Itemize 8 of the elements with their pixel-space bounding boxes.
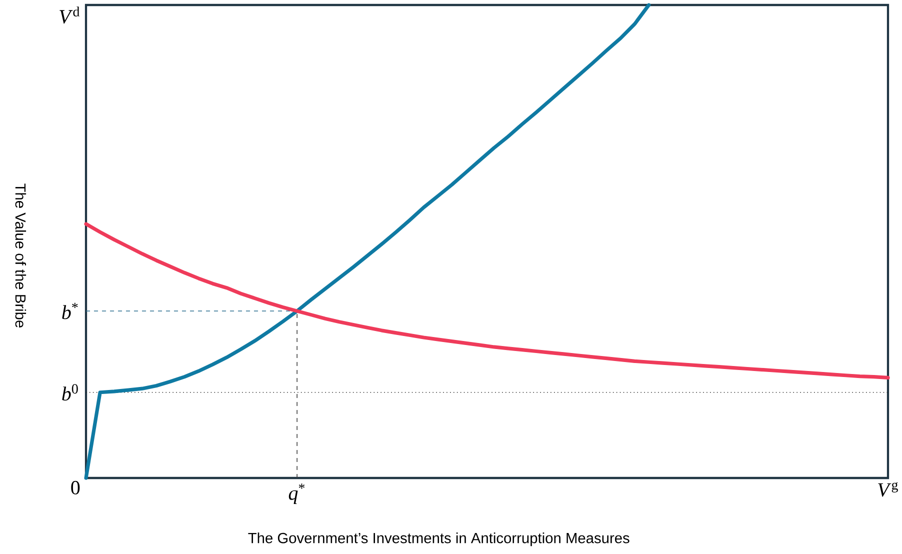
ref-line-label: b$^{*}$ xyxy=(62,302,78,320)
text: V$^{d}$ xyxy=(60,6,80,24)
text: q$^{*}$ xyxy=(288,484,305,504)
y-axis-title: The Value of the Bribe xyxy=(15,184,26,328)
text: 0 xyxy=(71,480,80,494)
ref-line-label: b$^{0}$ xyxy=(62,384,78,401)
x-axis-title: The Government’s Investments in Anticorruption Measures xyxy=(248,532,630,546)
text: V$^{g}$ xyxy=(878,482,898,497)
